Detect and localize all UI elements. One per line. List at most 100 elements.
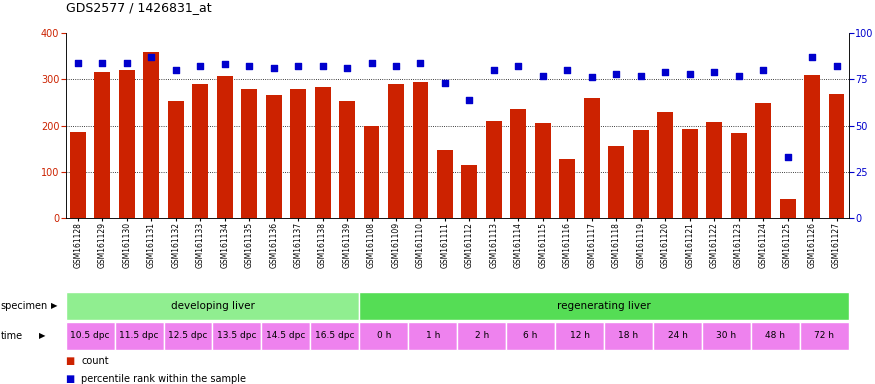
Bar xyxy=(70,132,86,218)
Point xyxy=(707,69,721,75)
Point xyxy=(71,60,85,66)
Bar xyxy=(780,199,795,218)
Point xyxy=(609,71,623,77)
Point xyxy=(805,54,819,60)
Bar xyxy=(242,89,257,218)
Bar xyxy=(360,292,849,320)
Point xyxy=(487,67,500,73)
Point xyxy=(291,63,305,70)
Bar xyxy=(800,322,849,350)
Point xyxy=(414,60,428,66)
Point xyxy=(511,63,525,70)
Text: 12 h: 12 h xyxy=(570,331,590,341)
Text: 12.5 dpc: 12.5 dpc xyxy=(168,331,207,341)
Point xyxy=(389,63,403,70)
Point xyxy=(536,73,550,79)
Text: 10.5 dpc: 10.5 dpc xyxy=(70,331,110,341)
Point xyxy=(634,73,648,79)
Point xyxy=(830,63,844,70)
Text: ■: ■ xyxy=(66,374,75,384)
Text: ▶: ▶ xyxy=(51,301,57,311)
Bar xyxy=(584,98,599,218)
Bar xyxy=(731,133,746,218)
Point xyxy=(120,60,134,66)
Bar xyxy=(94,72,110,218)
Point xyxy=(732,73,746,79)
Bar xyxy=(437,150,453,218)
Point xyxy=(780,154,794,160)
Bar xyxy=(340,101,355,218)
Point xyxy=(682,71,696,77)
Text: percentile rank within the sample: percentile rank within the sample xyxy=(81,374,247,384)
Point xyxy=(462,96,476,103)
Point xyxy=(193,63,207,70)
Text: 6 h: 6 h xyxy=(523,331,538,341)
Bar xyxy=(633,130,648,218)
Bar xyxy=(506,322,555,350)
Point xyxy=(218,61,232,68)
Text: 2 h: 2 h xyxy=(474,331,489,341)
Bar xyxy=(682,129,697,218)
Bar xyxy=(144,53,159,218)
Text: time: time xyxy=(1,331,23,341)
Bar xyxy=(115,322,164,350)
Bar xyxy=(804,74,820,218)
Bar xyxy=(164,322,213,350)
Bar xyxy=(119,70,135,218)
Bar xyxy=(604,322,653,350)
Bar xyxy=(706,122,722,218)
Point xyxy=(340,65,354,71)
Bar xyxy=(192,84,208,218)
Point xyxy=(438,80,452,86)
Point xyxy=(316,63,330,70)
Bar xyxy=(66,292,360,320)
Point xyxy=(267,65,281,71)
Text: 11.5 dpc: 11.5 dpc xyxy=(119,331,158,341)
Bar xyxy=(829,94,844,218)
Point xyxy=(144,54,158,60)
Bar xyxy=(751,322,800,350)
Text: ▶: ▶ xyxy=(38,331,45,341)
Bar xyxy=(364,126,380,218)
Bar xyxy=(168,101,184,218)
Bar xyxy=(555,322,604,350)
Bar xyxy=(409,322,458,350)
Bar xyxy=(559,159,575,218)
Bar xyxy=(653,322,702,350)
Bar xyxy=(388,84,404,218)
Bar xyxy=(702,322,751,350)
Text: 30 h: 30 h xyxy=(717,331,737,341)
Text: 24 h: 24 h xyxy=(668,331,688,341)
Text: 1 h: 1 h xyxy=(425,331,440,341)
Text: 13.5 dpc: 13.5 dpc xyxy=(217,331,256,341)
Text: 48 h: 48 h xyxy=(766,331,786,341)
Bar xyxy=(458,322,506,350)
Bar xyxy=(657,112,673,218)
Point xyxy=(584,74,598,81)
Bar xyxy=(461,165,478,218)
Bar xyxy=(213,322,262,350)
Text: 16.5 dpc: 16.5 dpc xyxy=(315,331,354,341)
Text: specimen: specimen xyxy=(1,301,48,311)
Bar xyxy=(608,146,624,218)
Bar xyxy=(535,123,550,218)
Point xyxy=(242,63,256,70)
Text: 72 h: 72 h xyxy=(815,331,834,341)
Bar xyxy=(360,322,409,350)
Bar xyxy=(315,87,331,218)
Text: 18 h: 18 h xyxy=(619,331,639,341)
Point xyxy=(365,60,379,66)
Bar xyxy=(266,96,282,218)
Bar xyxy=(486,121,502,218)
Point xyxy=(169,67,183,73)
Bar xyxy=(290,88,306,218)
Text: GDS2577 / 1426831_at: GDS2577 / 1426831_at xyxy=(66,1,211,14)
Text: ■: ■ xyxy=(66,356,75,366)
Bar xyxy=(66,322,115,350)
Point xyxy=(95,60,109,66)
Text: 0 h: 0 h xyxy=(376,331,391,341)
Bar xyxy=(311,322,360,350)
Bar xyxy=(510,109,527,218)
Bar xyxy=(262,322,311,350)
Bar xyxy=(755,103,771,218)
